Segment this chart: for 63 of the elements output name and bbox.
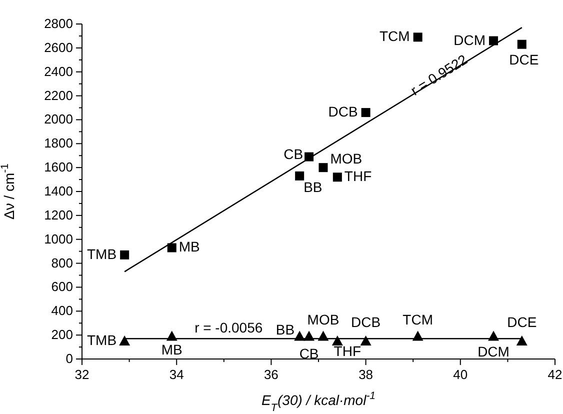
y-tick-label: 200 [51, 327, 73, 342]
annotation: MOB [330, 150, 362, 167]
y-tick-label: 2000 [44, 112, 73, 127]
y-tick-label: 0 [66, 351, 73, 366]
point [318, 163, 328, 172]
annotation: BB [304, 178, 322, 195]
point [166, 330, 178, 341]
annotation: DCM [478, 343, 510, 360]
point [413, 32, 422, 42]
annotation: DCM [454, 32, 486, 48]
annotation: DCE [507, 314, 537, 330]
point [412, 330, 424, 341]
annotation: MB [161, 341, 182, 358]
x-tick-label: 36 [264, 367, 278, 382]
annotation: MB [178, 238, 200, 255]
point [361, 108, 370, 118]
point [516, 336, 528, 346]
x-tick-label: 38 [358, 367, 374, 382]
annotation: THF [334, 343, 362, 360]
point [295, 171, 304, 180]
point [294, 330, 306, 341]
y-tick-label: 400 [51, 303, 73, 318]
annotation: CB [299, 345, 319, 362]
y-tick-label: 2400 [44, 64, 73, 79]
point [167, 243, 176, 252]
annotation: TCM [402, 311, 433, 328]
annotation: CB [284, 146, 304, 162]
point [332, 172, 342, 182]
x-tick-label: 32 [74, 367, 90, 382]
y-tick-label: 1000 [44, 231, 73, 246]
point [332, 336, 343, 346]
point [304, 330, 315, 341]
point [488, 330, 500, 341]
annotation: BB [276, 321, 295, 338]
y-tick-label: 1600 [44, 160, 73, 175]
annotation: DCB [351, 314, 381, 330]
annotation: THF [344, 168, 372, 184]
y-tick-label: 2800 [44, 16, 73, 31]
point [304, 152, 314, 162]
y-tick-label: 2200 [44, 88, 73, 103]
point [360, 336, 372, 346]
x-tick-label: 34 [169, 367, 184, 382]
x-tick-label: 40 [453, 367, 468, 382]
point [517, 40, 526, 49]
y-tick-label: 1200 [44, 207, 73, 222]
point [119, 336, 130, 346]
x-tick-label: 42 [548, 367, 562, 382]
point [489, 36, 498, 46]
y-tick-label: 600 [51, 279, 73, 294]
annotation: DCE [509, 51, 539, 68]
point [120, 250, 130, 260]
annotation: TMB [87, 332, 117, 348]
y-tick-label: 2600 [44, 40, 73, 55]
y-tick-label: 1400 [44, 184, 73, 198]
annotation: TCM [380, 28, 410, 44]
point [318, 330, 329, 341]
annotation: DCB [328, 104, 358, 120]
y-tick-label: 800 [51, 255, 73, 270]
x-axis-title: E$_{T}$(30) / kcal·mol$^{-1}$ [261, 390, 376, 414]
annotation: MOB [307, 311, 340, 328]
y-tick-label: 1800 [44, 136, 73, 151]
annotation: r = -0.0056 [194, 320, 263, 336]
annotation: TMB [87, 246, 117, 262]
